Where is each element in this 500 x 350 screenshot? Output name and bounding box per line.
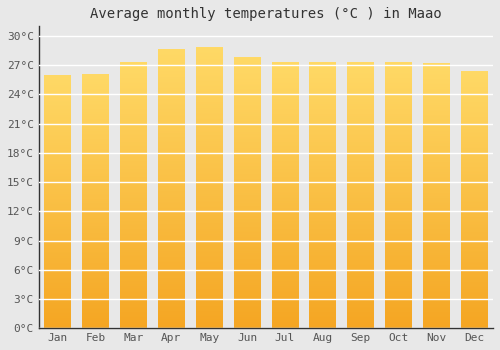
Title: Average monthly temperatures (°C ) in Maao: Average monthly temperatures (°C ) in Ma… [90, 7, 442, 21]
